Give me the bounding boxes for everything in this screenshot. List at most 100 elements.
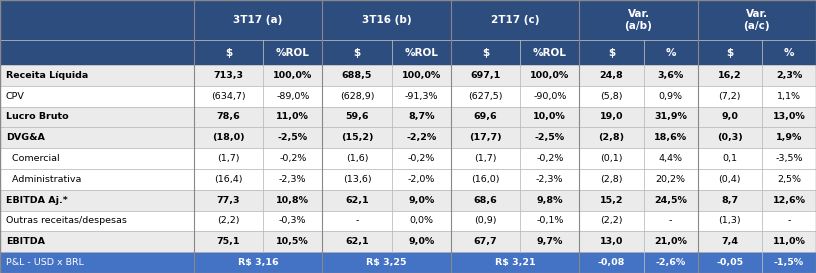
Text: $: $ <box>482 48 489 58</box>
Text: 18,6%: 18,6% <box>654 133 687 142</box>
Text: -2,5%: -2,5% <box>277 133 308 142</box>
Text: 2T17 (c): 2T17 (c) <box>491 15 539 25</box>
Text: 78,6: 78,6 <box>216 112 241 121</box>
Text: (0,4): (0,4) <box>719 175 741 184</box>
Text: (16,0): (16,0) <box>472 175 499 184</box>
Text: 69,6: 69,6 <box>474 112 497 121</box>
Text: 697,1: 697,1 <box>470 71 501 80</box>
Bar <box>579 0 698 40</box>
Text: -0,2%: -0,2% <box>407 154 435 163</box>
Text: 12,6%: 12,6% <box>773 196 805 205</box>
Text: %ROL: %ROL <box>533 48 567 58</box>
Text: 713,3: 713,3 <box>214 71 243 80</box>
Text: 3T17 (a): 3T17 (a) <box>233 15 283 25</box>
Text: P&L - USD x BRL: P&L - USD x BRL <box>6 258 83 267</box>
Text: (2,8): (2,8) <box>598 133 624 142</box>
Text: 24,8: 24,8 <box>600 71 623 80</box>
Text: -0,2%: -0,2% <box>536 154 564 163</box>
Text: 31,9%: 31,9% <box>654 112 687 121</box>
Bar <box>0 0 194 40</box>
Bar <box>194 0 322 40</box>
Text: (2,8): (2,8) <box>601 175 623 184</box>
Text: (5,8): (5,8) <box>601 92 623 101</box>
Text: (1,7): (1,7) <box>217 154 240 163</box>
Text: $: $ <box>608 48 615 58</box>
Bar <box>698 0 816 40</box>
Text: 100,0%: 100,0% <box>273 71 313 80</box>
Text: (2,2): (2,2) <box>601 216 623 225</box>
Text: -89,0%: -89,0% <box>276 92 309 101</box>
Text: EBITDA Aj.*: EBITDA Aj.* <box>6 196 68 205</box>
Text: (0,9): (0,9) <box>474 216 497 225</box>
Text: -91,3%: -91,3% <box>405 92 438 101</box>
Text: 9,0%: 9,0% <box>408 196 434 205</box>
Text: R$ 3,16: R$ 3,16 <box>237 258 278 267</box>
Text: 3,6%: 3,6% <box>658 71 684 80</box>
Text: -2,2%: -2,2% <box>406 133 437 142</box>
Text: (0,1): (0,1) <box>601 154 623 163</box>
Bar <box>0 86 816 106</box>
Bar <box>0 148 816 169</box>
Bar <box>0 210 816 232</box>
Text: 24,5%: 24,5% <box>654 196 687 205</box>
Text: EBITDA: EBITDA <box>6 237 45 246</box>
Text: %ROL: %ROL <box>276 48 310 58</box>
Text: 688,5: 688,5 <box>342 71 372 80</box>
Text: %: % <box>783 48 794 58</box>
Text: 0,0%: 0,0% <box>410 216 433 225</box>
Text: -2,0%: -2,0% <box>407 175 435 184</box>
Text: -2,3%: -2,3% <box>536 175 564 184</box>
Text: (628,9): (628,9) <box>339 92 375 101</box>
Text: Receita Líquida: Receita Líquida <box>6 71 88 80</box>
Text: 9,0%: 9,0% <box>408 237 434 246</box>
Bar <box>0 106 816 127</box>
Bar <box>0 169 816 190</box>
Text: %ROL: %ROL <box>404 48 438 58</box>
Text: 9,7%: 9,7% <box>537 237 563 246</box>
Text: 0,1: 0,1 <box>722 154 738 163</box>
Text: 19,0: 19,0 <box>600 112 623 121</box>
Bar <box>0 252 816 273</box>
Text: (17,7): (17,7) <box>469 133 502 142</box>
Text: %: % <box>665 48 676 58</box>
Text: 4,4%: 4,4% <box>659 154 683 163</box>
Bar <box>0 190 816 210</box>
Text: 62,1: 62,1 <box>345 196 369 205</box>
Text: (1,6): (1,6) <box>346 154 368 163</box>
Text: (1,7): (1,7) <box>474 154 497 163</box>
Text: Administrativa: Administrativa <box>6 175 81 184</box>
Text: 10,5%: 10,5% <box>277 237 309 246</box>
Text: Lucro Bruto: Lucro Bruto <box>6 112 69 121</box>
Text: (634,7): (634,7) <box>211 92 246 101</box>
Text: Comercial: Comercial <box>6 154 60 163</box>
Text: 11,0%: 11,0% <box>277 112 309 121</box>
Text: -3,5%: -3,5% <box>775 154 803 163</box>
Text: 8,7: 8,7 <box>721 196 738 205</box>
Text: 77,3: 77,3 <box>217 196 240 205</box>
Text: -: - <box>355 216 359 225</box>
Bar <box>450 0 579 40</box>
Text: (13,6): (13,6) <box>343 175 371 184</box>
Text: 13,0%: 13,0% <box>773 112 805 121</box>
Text: 7,4: 7,4 <box>721 237 738 246</box>
Bar <box>0 232 816 252</box>
Text: -2,5%: -2,5% <box>534 133 565 142</box>
Text: -0,08: -0,08 <box>598 258 625 267</box>
Text: -2,3%: -2,3% <box>279 175 307 184</box>
Text: 2,3%: 2,3% <box>776 71 802 80</box>
Text: -0,2%: -0,2% <box>279 154 307 163</box>
Text: $: $ <box>225 48 232 58</box>
Text: 62,1: 62,1 <box>345 237 369 246</box>
Bar <box>0 40 816 65</box>
Text: (0,3): (0,3) <box>717 133 743 142</box>
Text: -1,5%: -1,5% <box>774 258 804 267</box>
Text: -0,3%: -0,3% <box>279 216 307 225</box>
Bar <box>0 127 816 148</box>
Text: 21,0%: 21,0% <box>654 237 687 246</box>
Text: (15,2): (15,2) <box>341 133 373 142</box>
Text: R$ 3,21: R$ 3,21 <box>494 258 535 267</box>
Text: 9,8%: 9,8% <box>537 196 563 205</box>
Text: 0,9%: 0,9% <box>659 92 683 101</box>
Text: 10,8%: 10,8% <box>277 196 309 205</box>
Text: $: $ <box>353 48 361 58</box>
